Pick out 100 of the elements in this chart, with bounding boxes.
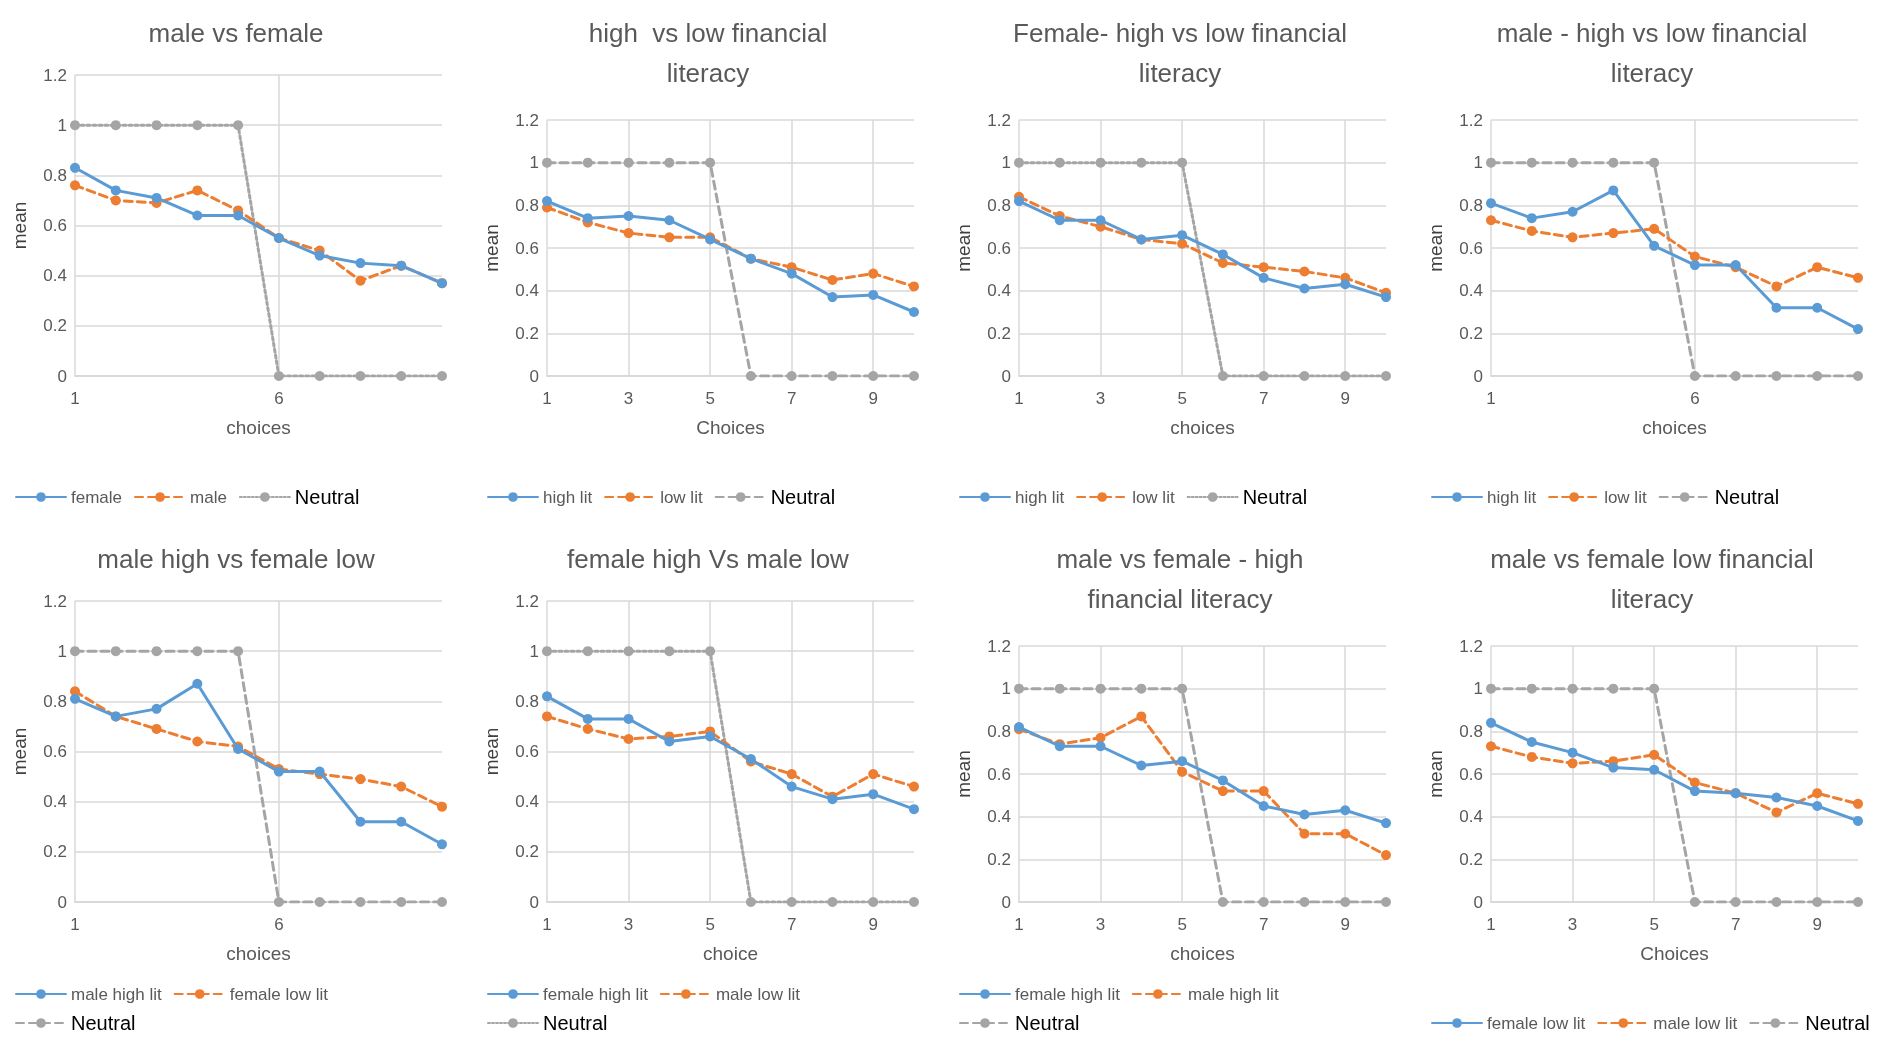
point xyxy=(1381,818,1391,829)
y-tick-label: 1.2 xyxy=(43,591,67,611)
point xyxy=(1526,751,1537,762)
x-tick-label: 7 xyxy=(1730,915,1741,934)
point xyxy=(542,711,552,722)
point xyxy=(827,371,838,381)
legend-label: female high lit xyxy=(543,984,649,1004)
point xyxy=(1608,683,1619,694)
point xyxy=(192,678,203,689)
y-tick-label: 1 xyxy=(1473,679,1483,699)
x-tick-label: 1 xyxy=(542,389,552,408)
point xyxy=(1526,737,1537,747)
y-tick-label: 0.2 xyxy=(1459,323,1483,343)
point xyxy=(1299,371,1310,381)
point xyxy=(437,897,447,907)
x-tick-label: 5 xyxy=(705,389,715,408)
y-axis-title: mean xyxy=(481,224,502,272)
point xyxy=(745,897,756,907)
chart-title: high vs low financial literacy xyxy=(588,18,828,88)
legend-label: Neutral xyxy=(294,486,360,508)
y-tick-label: 1.2 xyxy=(515,110,539,130)
point xyxy=(1689,786,1700,797)
point xyxy=(1054,215,1065,226)
legend-label: Neutral xyxy=(543,1012,608,1034)
point xyxy=(868,371,879,381)
y-tick-label: 0.4 xyxy=(987,281,1011,301)
y-tick-label: 0 xyxy=(1001,366,1011,386)
legend-label: male low lit xyxy=(1653,1013,1738,1033)
point xyxy=(1689,897,1700,907)
point xyxy=(1649,240,1660,251)
y-tick-label: 1 xyxy=(529,641,539,661)
y-tick-label: 0.4 xyxy=(515,792,539,812)
point xyxy=(1853,798,1863,809)
point xyxy=(355,774,366,785)
y-tick-label: 1 xyxy=(1473,153,1483,173)
point xyxy=(909,897,919,907)
point xyxy=(355,275,366,286)
point xyxy=(1853,371,1863,381)
x-tick-label: 3 xyxy=(623,915,634,934)
point xyxy=(1608,228,1619,239)
x-tick-label: 1 xyxy=(1486,389,1496,408)
point xyxy=(868,897,879,907)
x-axis-title: choice xyxy=(703,943,758,964)
point xyxy=(623,228,634,239)
point xyxy=(623,733,634,744)
legend-label: Neutral xyxy=(1242,486,1308,508)
chart-title: Female- high vs low financial literacy xyxy=(1013,18,1347,88)
point xyxy=(151,723,162,734)
point xyxy=(582,157,593,168)
y-tick-label: 0.6 xyxy=(515,742,539,761)
point xyxy=(786,897,797,907)
point xyxy=(1567,157,1578,168)
point xyxy=(70,162,80,173)
point xyxy=(786,781,797,792)
point xyxy=(151,646,162,657)
point xyxy=(1258,272,1269,283)
point xyxy=(437,801,447,812)
y-axis-title: mean xyxy=(1425,750,1446,798)
point xyxy=(705,646,716,657)
x-axis-title: choices xyxy=(1170,943,1235,964)
point xyxy=(1486,741,1496,752)
point xyxy=(827,292,838,303)
y-tick-label: 0.8 xyxy=(43,165,67,185)
point xyxy=(1689,371,1700,381)
y-tick-label: 1.2 xyxy=(1459,636,1483,656)
y-tick-label: 1 xyxy=(1001,153,1011,173)
point xyxy=(151,120,162,131)
point xyxy=(1299,828,1310,839)
y-axis-title: mean xyxy=(1425,224,1446,272)
chart-title: male - high vs low financial literacy xyxy=(1496,18,1808,88)
point xyxy=(1095,732,1106,743)
point xyxy=(1381,897,1391,907)
legend-label: high lit xyxy=(1487,487,1537,507)
y-tick-label: 0.2 xyxy=(43,316,67,336)
point xyxy=(110,195,121,206)
point xyxy=(1853,815,1863,826)
y-tick-label: 0.6 xyxy=(987,238,1011,258)
y-tick-label: 0.2 xyxy=(43,842,67,862)
point xyxy=(705,157,716,168)
legend-label: Neutral xyxy=(1714,486,1780,508)
point xyxy=(192,185,203,196)
point xyxy=(542,691,552,702)
point xyxy=(623,646,634,657)
point xyxy=(233,120,244,131)
point xyxy=(192,210,203,221)
point xyxy=(664,646,675,657)
point xyxy=(1486,717,1496,728)
x-axis-title: choices xyxy=(226,943,291,964)
x-tick-label: 1 xyxy=(1014,915,1024,934)
point xyxy=(396,897,407,907)
y-tick-label: 0 xyxy=(57,366,67,386)
point xyxy=(70,180,80,191)
y-tick-label: 0.6 xyxy=(515,238,539,258)
point xyxy=(582,646,593,657)
point xyxy=(1730,897,1741,907)
y-tick-label: 0 xyxy=(57,892,67,912)
point xyxy=(1608,185,1619,196)
y-tick-label: 1 xyxy=(57,115,67,135)
point xyxy=(1486,215,1496,226)
y-tick-label: 1.2 xyxy=(987,636,1011,656)
